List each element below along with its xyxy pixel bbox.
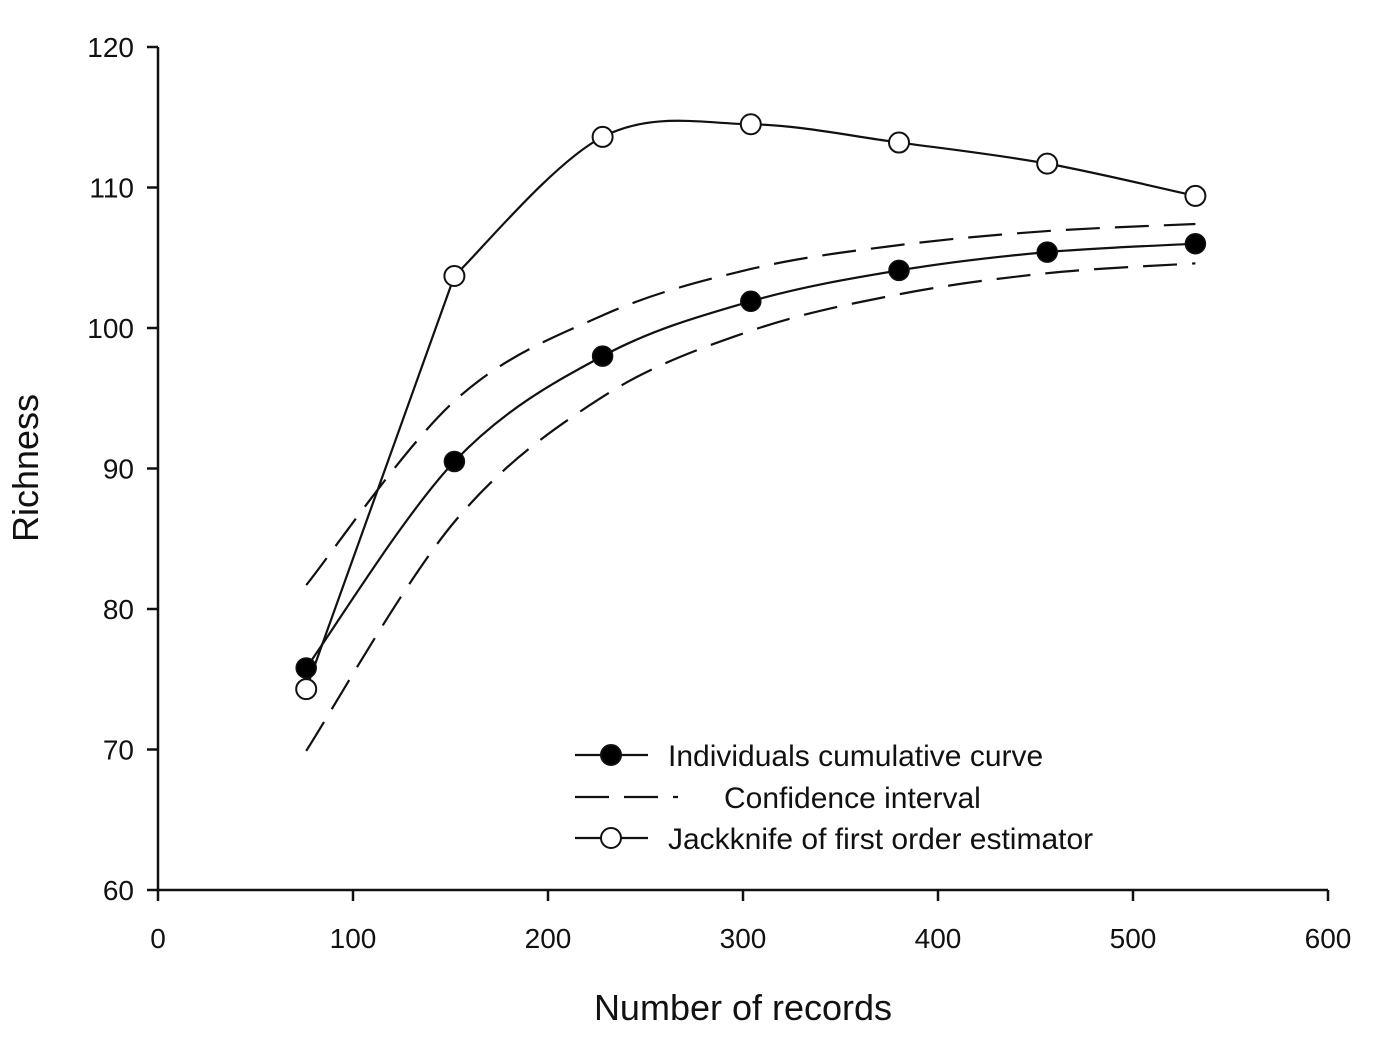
x-tick-label: 100	[330, 923, 377, 954]
x-tick-label: 0	[150, 923, 166, 954]
jackknife-estimator-line	[453, 119, 1196, 277]
y-tick-label: 120	[87, 32, 134, 63]
legend-label: Individuals cumulative curve	[668, 740, 1043, 773]
jackknife-point	[739, 113, 762, 136]
y-tick-label: 90	[103, 454, 134, 485]
legend-item-individuals: Individuals cumulative curve	[575, 740, 1043, 773]
jackknife-point	[888, 131, 910, 154]
jackknife-point	[591, 125, 614, 148]
individuals-curve-point	[295, 657, 317, 679]
axes-layer: 0 100 200 300 400 500 600 60 70 80 90 100 110 120	[87, 32, 1351, 954]
jackknife-point	[1184, 184, 1207, 207]
legend-label: Jackknife of first order estimator	[668, 823, 1093, 856]
jackknife-point	[1036, 152, 1059, 175]
y-tick-label: 70	[103, 735, 134, 766]
individuals-curve-point	[443, 450, 466, 473]
y-axis-title: Richness	[5, 394, 46, 542]
x-tick-label: 200	[525, 923, 572, 954]
individuals-curve-point	[591, 345, 614, 367]
legend-item-jackknife: Jackknife of first order estimator	[575, 823, 1093, 856]
jackknife-first-segment-line	[305, 275, 456, 690]
legend-marker-swatch	[600, 827, 622, 849]
markers-layer	[295, 113, 1207, 701]
individuals-curve-point	[1036, 241, 1058, 263]
lines-layer	[305, 119, 1196, 752]
legend-item-confidence-interval: Confidence interval	[575, 782, 981, 815]
x-axis-title: Number of records	[594, 987, 892, 1028]
jackknife-point	[295, 678, 318, 701]
legend: Individuals cumulative curve Confidence i…	[575, 740, 1093, 856]
individuals-curve-point	[888, 259, 910, 282]
x-tick-label: 400	[915, 923, 962, 954]
individuals-curve-point	[740, 290, 762, 313]
y-tick-label: 80	[103, 594, 134, 625]
x-tick-label: 600	[1305, 923, 1352, 954]
individuals-curve-point	[1184, 232, 1207, 255]
confidence-interval-lower-line	[305, 262, 1196, 752]
y-tick-label: 60	[103, 875, 134, 906]
legend-marker-swatch	[600, 744, 622, 766]
x-tick-label: 300	[720, 923, 767, 954]
confidence-interval-upper-line	[305, 222, 1196, 586]
y-tick-label: 110	[89, 173, 134, 204]
x-tick-label: 500	[1110, 923, 1157, 954]
jackknife-point	[443, 265, 466, 288]
legend-label: Confidence interval	[724, 782, 981, 815]
y-tick-label: 100	[87, 313, 134, 344]
